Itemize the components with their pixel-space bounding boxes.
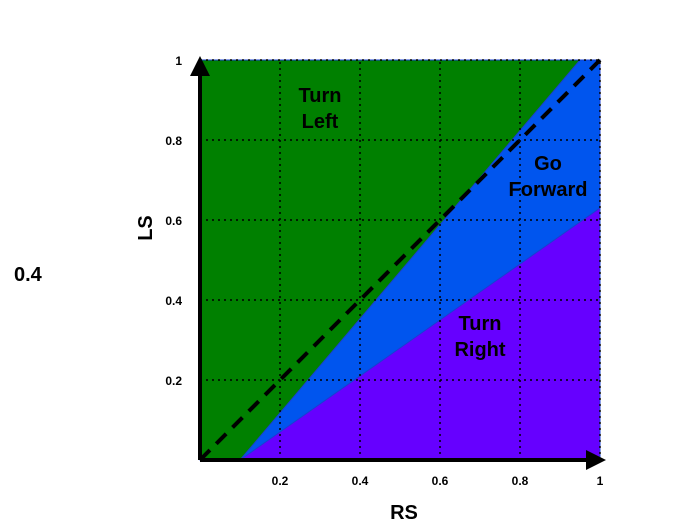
x-tick-label-1: 0.4	[352, 474, 369, 488]
y-axis-title: LS	[135, 215, 157, 241]
y-tick-label-2: 0.6	[165, 214, 182, 228]
label-turn-left: Turn Left	[299, 85, 342, 133]
reference-diagonal	[198, 58, 602, 462]
x-tick-label-3: 0.8	[512, 474, 529, 488]
x-tick-label-4: 1	[597, 474, 604, 488]
stray-value-label: 0.4	[14, 264, 42, 286]
reference-line	[198, 58, 602, 462]
y-tick-label-1: 0.4	[165, 294, 182, 308]
label-go-forward: Go Forward	[509, 153, 588, 201]
region-labels: Turn Left Go Forward Turn Right	[299, 85, 588, 361]
y-tick-label-0: 0.2	[165, 374, 182, 388]
tick-labels: 0.2 0.4 0.6 0.8 1 0.2 0.4 0.6 0.8 1	[165, 54, 603, 488]
x-tick-label-0: 0.2	[272, 474, 289, 488]
grid	[200, 59, 601, 460]
y-tick-label-4: 1	[175, 54, 182, 68]
x-tick-label-2: 0.6	[432, 474, 449, 488]
x-axis-title: RS	[390, 502, 418, 524]
label-turn-right: Turn Right	[454, 313, 505, 361]
y-tick-label-3: 0.8	[165, 134, 182, 148]
axes	[190, 56, 606, 470]
